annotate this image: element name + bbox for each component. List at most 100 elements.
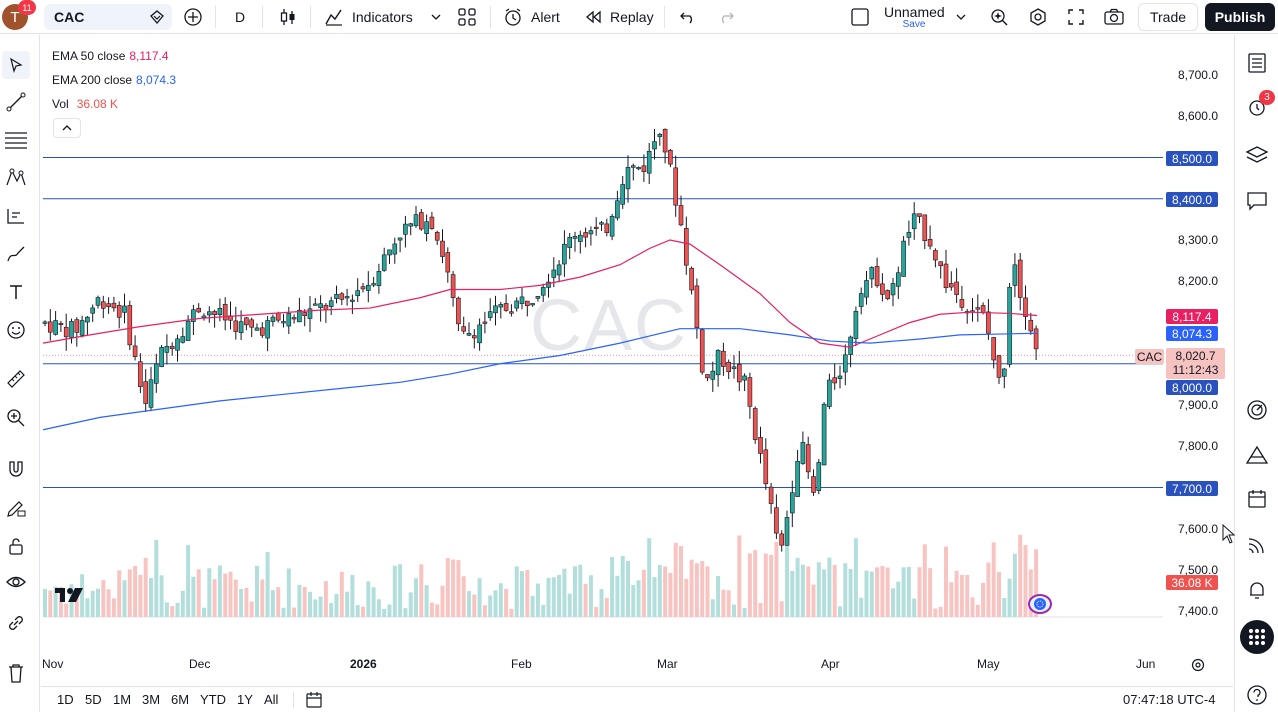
chat-icon[interactable] — [1243, 187, 1271, 215]
tradingview-logo[interactable] — [55, 586, 87, 609]
range-ytd[interactable]: YTD — [200, 692, 226, 707]
candle-body — [895, 272, 901, 287]
alarm-clock-icon — [505, 8, 521, 26]
level-tag-7700[interactable]: 7,700.0 — [1166, 481, 1218, 496]
range-3m[interactable]: 3M — [142, 692, 161, 707]
candle-body — [461, 326, 467, 332]
interval-button[interactable]: D — [235, 4, 245, 30]
chevron-down-icon[interactable] — [955, 4, 967, 30]
speedometer-icon[interactable] — [1243, 396, 1271, 424]
layers-icon[interactable] — [1243, 141, 1271, 169]
price-label: 8,300.0 — [1177, 233, 1218, 247]
templates-icon[interactable] — [457, 4, 477, 30]
candle-body — [662, 128, 668, 153]
magnet-icon[interactable] — [2, 455, 30, 483]
alerts-icon[interactable] — [1243, 93, 1271, 121]
date-range-icon[interactable] — [305, 691, 323, 714]
utc-clock[interactable]: 07:47:18 UTC-4 — [1123, 692, 1216, 707]
layout-name-button[interactable]: Unnamed Save — [884, 4, 945, 30]
range-1d[interactable]: 1D — [57, 692, 74, 707]
volume-bar — [885, 567, 890, 617]
forecast-icon[interactable] — [2, 202, 30, 230]
range-1m[interactable]: 1M — [113, 692, 132, 707]
zoom-icon[interactable] — [2, 404, 30, 432]
volume-bar — [922, 544, 927, 617]
volume-bar — [668, 573, 673, 617]
fib-retracement-icon[interactable] — [2, 126, 30, 154]
candle-body — [403, 223, 408, 235]
brush-icon[interactable] — [2, 240, 30, 268]
link-icon[interactable] — [2, 609, 30, 637]
quick-search-icon[interactable] — [989, 4, 1009, 30]
candle-body — [106, 303, 111, 307]
undo-icon[interactable] — [679, 4, 697, 30]
volume-bar — [467, 591, 471, 617]
ruler-icon[interactable] — [2, 365, 30, 393]
watchlist-icon[interactable] — [1243, 49, 1271, 77]
candle-body — [238, 321, 244, 334]
candle-body — [297, 309, 302, 323]
apps-grid-icon[interactable] — [1240, 620, 1274, 654]
volume-bar — [594, 607, 599, 617]
pencil-lock-icon[interactable] — [2, 494, 30, 522]
fullscreen-icon[interactable] — [1066, 4, 1086, 30]
help-icon[interactable] — [1243, 681, 1271, 709]
event-flag-icon[interactable] — [1028, 594, 1052, 614]
ema200-legend[interactable]: EMA 200 close 8,074.3 — [52, 73, 176, 87]
candle-body — [546, 281, 551, 288]
pattern-icon[interactable] — [2, 164, 30, 192]
candle-body — [101, 301, 106, 309]
ideas-icon[interactable] — [1243, 441, 1271, 469]
volume-bar — [975, 604, 980, 617]
bell-icon[interactable] — [1243, 576, 1271, 604]
volume-bar — [440, 585, 445, 617]
range-1y[interactable]: 1Y — [237, 692, 253, 707]
volume-bar — [96, 588, 100, 617]
indicators-button[interactable]: Indicators — [324, 4, 413, 30]
redo-icon[interactable] — [717, 4, 735, 30]
collapse-legend-button[interactable] — [53, 118, 81, 138]
chevron-down-icon[interactable] — [430, 4, 442, 30]
layout-checkbox-icon[interactable] — [849, 4, 871, 30]
candle-body — [800, 442, 806, 464]
camera-icon[interactable] — [1103, 4, 1125, 30]
eye-icon[interactable] — [2, 568, 30, 596]
level-tag-8500[interactable]: 8,500.0 — [1166, 151, 1218, 166]
candle-body — [217, 308, 223, 315]
volume-bar — [482, 605, 487, 617]
price-chart[interactable] — [41, 35, 1163, 655]
publish-button[interactable]: Publish — [1205, 3, 1275, 31]
add-symbol-icon[interactable] — [183, 4, 203, 30]
level-tag-8400[interactable]: 8,400.0 — [1166, 192, 1218, 207]
trade-button[interactable]: Trade — [1138, 3, 1198, 31]
symbol-search[interactable]: CAC — [44, 4, 172, 30]
candle-body — [201, 315, 207, 318]
cursor-icon[interactable] — [2, 51, 30, 79]
lock-icon[interactable] — [2, 532, 30, 560]
volume-legend[interactable]: Vol 36.08 K — [52, 97, 118, 111]
emoji-icon[interactable] — [2, 316, 30, 344]
ema50-legend[interactable]: EMA 50 close 8,117.4 — [52, 49, 169, 63]
candles-icon[interactable] — [278, 4, 298, 30]
candle-body — [397, 237, 403, 241]
axis-settings-icon[interactable] — [1190, 657, 1206, 678]
settings-icon[interactable] — [1028, 4, 1048, 30]
replay-button[interactable]: Replay — [584, 4, 654, 30]
range-6m[interactable]: 6M — [171, 692, 190, 707]
volume-bar — [1028, 569, 1033, 617]
time-label: Jun — [1136, 657, 1156, 671]
text-icon[interactable] — [2, 278, 30, 306]
volume-bar — [217, 565, 222, 617]
range-all[interactable]: All — [264, 692, 279, 707]
volume-bar — [408, 592, 413, 617]
alert-button[interactable]: Alert — [503, 4, 560, 30]
level-tag-8000[interactable]: 8,000.0 — [1166, 380, 1218, 395]
candle-body — [636, 167, 641, 170]
broadcast-icon[interactable] — [1243, 531, 1271, 559]
trash-icon[interactable] — [2, 659, 30, 687]
volume-bar — [403, 608, 408, 617]
range-5d[interactable]: 5D — [85, 692, 102, 707]
trend-line-icon[interactable] — [2, 88, 30, 116]
volume-bar — [742, 607, 747, 617]
calendar-icon[interactable] — [1243, 485, 1271, 513]
